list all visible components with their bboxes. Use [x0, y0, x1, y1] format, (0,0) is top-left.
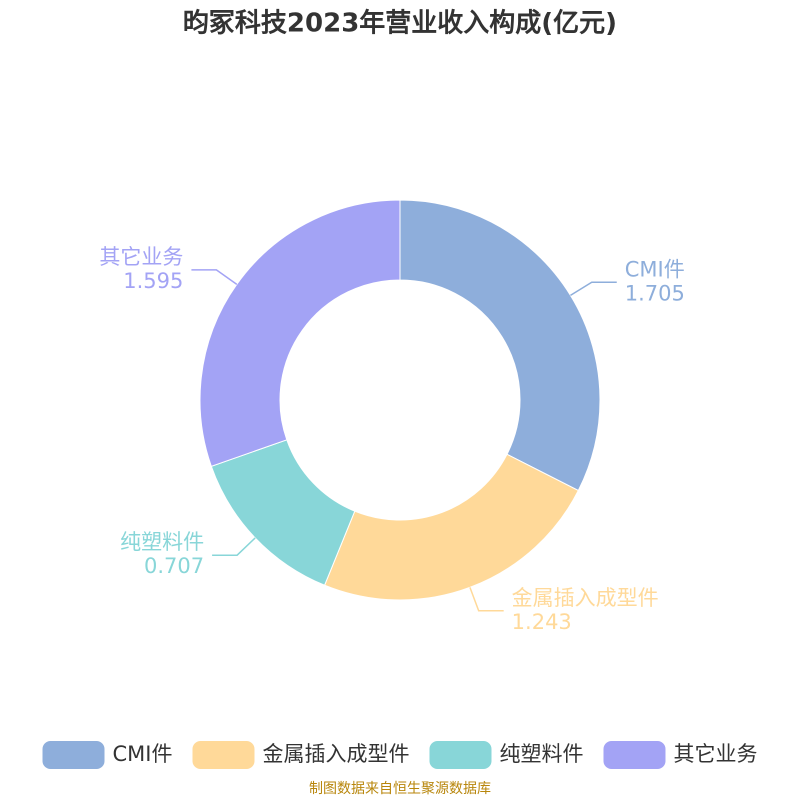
legend-label: CMI件 — [113, 742, 173, 766]
legend-swatch — [192, 741, 255, 769]
legend-label: 纯塑料件 — [499, 742, 583, 766]
leader-line — [469, 587, 504, 612]
slice — [399, 199, 601, 492]
legend-label: 其它业务 — [673, 742, 757, 766]
leader-line — [191, 269, 238, 285]
slice-label: 纯塑料件 — [120, 530, 204, 554]
legend-swatch — [429, 741, 492, 769]
slice-label: 其它业务 — [99, 245, 183, 269]
value-label: 1.705 — [625, 281, 685, 305]
slice-label: CMI件 — [625, 257, 685, 281]
value-label: 1.243 — [512, 610, 572, 634]
leader-line — [570, 281, 617, 297]
legend-label: 金属插入成型件 — [262, 742, 409, 766]
slice-label: 金属插入成型件 — [512, 586, 659, 610]
source-note: 制图数据来自恒生聚源数据库 — [309, 781, 491, 797]
legend-swatch — [42, 741, 105, 769]
slice — [199, 199, 401, 467]
slice — [210, 439, 356, 586]
slice — [323, 453, 580, 601]
chart-title: 昀冢科技2023年营业收入构成(亿元) — [183, 8, 617, 39]
value-label: 1.595 — [123, 269, 183, 293]
leader-line — [212, 537, 256, 556]
legend-swatch — [603, 741, 666, 769]
value-label: 0.707 — [144, 554, 204, 578]
